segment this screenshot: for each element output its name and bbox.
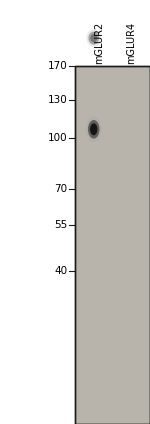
Text: 130: 130 [48,95,68,105]
Text: 170: 170 [48,61,68,71]
Text: 55: 55 [54,220,68,230]
Ellipse shape [88,32,99,45]
Text: mGLUR2: mGLUR2 [94,21,104,64]
Ellipse shape [86,117,102,142]
Text: 40: 40 [54,266,68,276]
Ellipse shape [90,123,98,135]
Text: 70: 70 [54,184,68,194]
Ellipse shape [90,34,97,42]
Bar [75,66,150,424]
Ellipse shape [86,29,101,47]
Ellipse shape [88,120,100,139]
Text: 100: 100 [48,133,68,143]
Bar [75,66,150,424]
Text: mGLUR4: mGLUR4 [126,22,136,64]
